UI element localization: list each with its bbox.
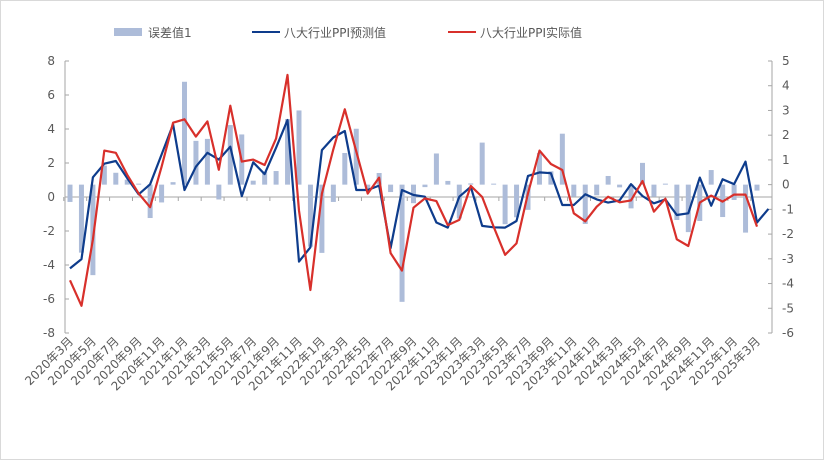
x-axis-labels: 2020年3月2020年5月2020年7月2020年9月2020年11月2021…: [22, 334, 763, 393]
right-axis-tick-label: -5: [782, 301, 794, 315]
left-axis-tick-label: 8: [47, 54, 55, 68]
right-axis-tick-label: -3: [782, 252, 794, 266]
error-bar: [479, 142, 485, 185]
right-axis-tick-label: -1: [782, 202, 794, 216]
error-bar: [113, 172, 119, 185]
error-bar: [651, 184, 657, 197]
error-bar: [456, 184, 462, 219]
error-bar: [399, 184, 405, 302]
error-bar: [216, 184, 222, 200]
error-bar: [617, 184, 623, 188]
error-bar: [445, 180, 451, 185]
error-bar: [124, 179, 130, 185]
legend-swatch-error: [114, 28, 142, 36]
error-bar: [307, 184, 313, 247]
right-axis-tick-label: 5: [782, 54, 790, 68]
error-bar: [640, 162, 645, 185]
error-bar: [708, 170, 714, 185]
left-axis-tick-label: 4: [47, 122, 55, 136]
error-bar: [90, 184, 96, 276]
error-bar: [147, 184, 153, 219]
error-bar: [365, 184, 371, 190]
error-bar: [731, 184, 737, 200]
error-bar: [422, 184, 428, 188]
series-lines: [68, 73, 770, 307]
legend-label-predicted: 八大行业PPI预测值: [284, 25, 386, 40]
error-bar: [754, 184, 760, 191]
error-bars: [67, 81, 760, 302]
right-axis-tick-label: 0: [782, 178, 790, 192]
error-bar: [605, 175, 611, 185]
right-axis-tick-label: 4: [782, 79, 790, 93]
legend-label-actual: 八大行业PPI实际值: [480, 25, 582, 40]
error-bar: [674, 184, 680, 220]
right-axis-tick-label: 1: [782, 153, 790, 167]
error-bar: [433, 153, 439, 185]
error-bar: [685, 184, 691, 233]
axes: -8 -6 -4 -2 0 2 4 6 8 -6 -5 -4 -3 -2 -1 0 1 2 3 4 5: [43, 54, 794, 340]
error-bar: [296, 110, 302, 185]
left-axis-tick-label: 6: [47, 88, 55, 102]
error-bar: [204, 138, 210, 185]
error-bar: [502, 184, 508, 225]
right-axis-tick-label: -4: [782, 277, 794, 291]
legend: 误差值1 八大行业PPI预测值 八大行业PPI实际值: [114, 25, 582, 40]
left-axis-tick-label: -2: [43, 224, 55, 238]
error-bar: [78, 184, 84, 253]
error-bar: [193, 140, 199, 185]
error-bar: [388, 184, 394, 193]
error-bar: [67, 184, 73, 202]
error-bar: [101, 165, 107, 185]
error-bar: [662, 183, 668, 185]
error-bar: [514, 184, 520, 218]
left-axis-tick-label: -8: [43, 326, 55, 340]
error-bar: [330, 184, 336, 202]
error-bar: [468, 183, 474, 185]
left-axis-tick-label: -6: [43, 292, 55, 306]
error-bar: [628, 184, 634, 209]
error-bar: [170, 182, 176, 185]
error-bar: [273, 171, 279, 185]
error-bar: [285, 119, 291, 185]
predicted-line: [69, 118, 770, 270]
legend-label-error: 误差值1: [148, 25, 192, 40]
error-bar: [319, 184, 325, 253]
left-axis-tick-label: -4: [43, 258, 55, 272]
error-bar: [594, 184, 600, 196]
left-axis-tick-label: 0: [47, 190, 55, 204]
right-axis-tick-label: 3: [782, 103, 790, 117]
error-bar: [136, 183, 142, 185]
error-bar: [227, 125, 233, 185]
error-bar: [559, 133, 565, 185]
error-bar: [548, 171, 554, 185]
error-bar: [262, 171, 268, 185]
right-axis-tick-label: -2: [782, 227, 794, 241]
error-bar: [571, 184, 577, 197]
error-bar: [159, 184, 165, 203]
error-bar: [250, 180, 256, 185]
error-bar: [536, 152, 542, 185]
error-bar: [582, 184, 588, 224]
error-bar: [182, 81, 187, 185]
error-bar: [342, 152, 348, 185]
right-axis-tick-label: -6: [782, 326, 794, 340]
error-bar: [491, 183, 497, 185]
right-axis-tick-label: 2: [782, 128, 790, 142]
error-bar: [743, 184, 749, 233]
left-axis-tick-label: 2: [47, 156, 55, 170]
error-bar: [353, 128, 359, 185]
